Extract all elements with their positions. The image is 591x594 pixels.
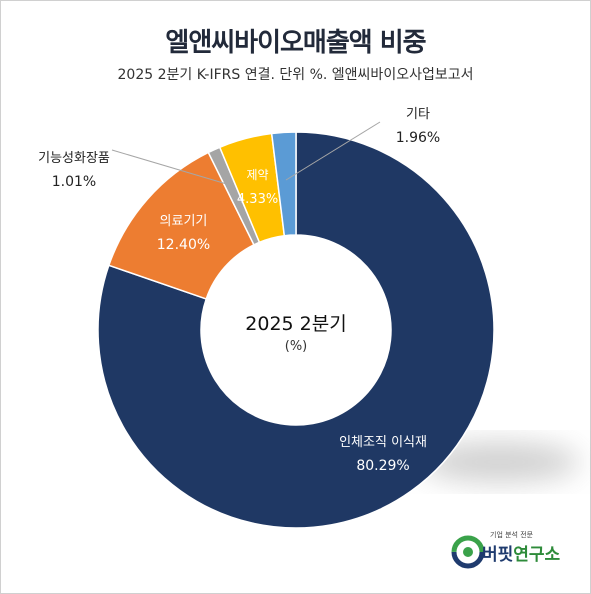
slice-5-value-label: 1.96%: [396, 130, 440, 146]
chart-shadow: [420, 442, 580, 482]
center-label: 2025 2분기: [245, 313, 346, 335]
slice-2-category-label: 의료기기: [160, 214, 208, 229]
brand-name-b: 연구소: [513, 545, 561, 565]
slice-1-category-label: 인체조직 이식재: [339, 435, 427, 450]
brand-tagline: 기업 분석 전문: [490, 531, 534, 539]
brand-name-a: 버핏: [482, 545, 514, 565]
slice-5-arc: [270, 131, 297, 237]
brand-logo-icon: [451, 535, 485, 569]
slice-3-category-label: 기능성화장품: [38, 151, 110, 166]
slice-3-value-label: 1.01%: [52, 174, 96, 190]
slice-4-category-label: 제약: [247, 167, 269, 182]
slice-1-value-label: 80.29%: [356, 458, 409, 474]
slice-2-value-label: 12.40%: [157, 237, 210, 253]
chart-title: 엘앤씨바이오매출액 비중: [165, 28, 426, 58]
slice-4-value-label: 4.33%: [237, 192, 278, 207]
slice-5-leader-line: [285, 121, 381, 181]
brand-name: 버핏연구소: [482, 540, 560, 565]
brand-logo: [450, 526, 590, 576]
slice-1-arc: [97, 131, 495, 529]
slice-5-category-label: 기타: [406, 107, 430, 122]
center-unit-label: (%): [285, 339, 308, 354]
slice-3-leader-line: [111, 149, 231, 186]
chart-subtitle: 2025 2분기 K-IFRS 연결. 단위 %. 엘앤씨바이오사업보고서: [117, 67, 474, 83]
